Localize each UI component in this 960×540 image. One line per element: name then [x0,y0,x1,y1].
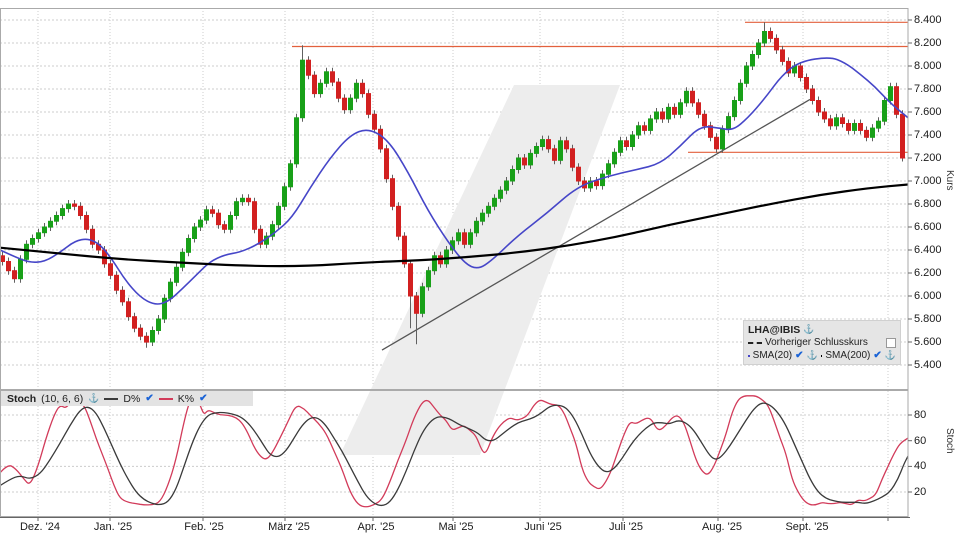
month-label: Apr. '25 [357,521,395,533]
k-line-sample [158,397,173,400]
price-tick-label: 8.400 [914,14,942,26]
stoch-tick-label: 40 [914,460,927,473]
sma200-check-icon[interactable]: ✔ [873,349,882,361]
sma200-label: SMA(200) [825,350,871,361]
month-label: Aug. '25 [701,521,743,533]
d-stoch-line [0,402,909,507]
sma20-label: SMA(20) [752,350,793,361]
price-tick-label: 6.400 [914,244,942,256]
price-tick-label: 8.200 [914,37,942,49]
k-stoch-line [0,395,909,508]
month-label: März '25 [268,521,310,533]
prev-close-checkbox[interactable] [886,337,896,348]
price-tick-label: 6.000 [914,290,942,302]
stoch-title: Stoch [7,392,37,405]
panel-borders [0,8,912,521]
stoch-params: (10, 6, 6) [41,392,84,405]
price-tick-label: 6.200 [914,267,942,279]
sma20-line [0,57,909,305]
prev-close-line-sample [748,341,762,344]
sma200-line [0,183,909,268]
sma200-line-sample [820,354,823,357]
price-tick-label: 7.200 [914,152,942,164]
d-label: D% [123,392,141,405]
sma20-check-icon[interactable]: ✔ [795,349,804,361]
month-label: Juli '25 [609,521,643,533]
price-tick-label: 7.000 [914,175,942,187]
month-label: Jan. '25 [93,521,133,533]
price-tick-label: 6.600 [914,221,942,233]
k-label: K% [177,392,195,405]
k-check-icon[interactable]: ✔ [199,392,208,404]
stoch-legend: Stoch (10, 6, 6) ⚓ D% ✔ K% ✔ [1,391,253,406]
stoch-tick-label: 20 [914,486,927,499]
stoch-tick-label: 80 [914,409,927,422]
month-label: Sept. '25 [785,521,829,533]
candlesticks [0,22,905,348]
price-tick-label: 7.600 [914,106,942,118]
main-legend: LHA@IBIS ⚓ Vorheriger Schlusskurs SMA(20… [743,320,901,365]
price-tick-label: 8.000 [914,60,942,72]
kurs-axis-label: Kurs [944,170,955,191]
month-label: Juni '25 [524,521,562,533]
anchor-icon[interactable]: ⚓ [803,324,815,334]
d-line-sample [104,397,119,400]
month-label: Mai '25 [438,521,474,533]
price-tick-label: 5.600 [914,336,942,348]
price-tick-label: 7.800 [914,83,942,95]
price-tick-label: 5.400 [914,359,942,371]
price-tick-label: 7.400 [914,129,942,141]
month-label: Dez. '24 [19,521,61,533]
month-label: Feb. '25 [184,521,224,533]
anchor-icon[interactable]: ⚓ [884,350,896,360]
price-tick-label: 6.800 [914,198,942,210]
anchor-icon[interactable]: ⚓ [806,350,818,360]
d-check-icon[interactable]: ✔ [145,392,154,404]
sma20-line-sample [748,354,750,357]
prev-close-label: Vorheriger Schlusskurs [765,337,868,348]
anchor-icon[interactable]: ⚓ [88,393,100,403]
stoch-axis-label: Stoch [944,428,955,454]
annotations [292,21,908,351]
price-tick-label: 5.800 [914,313,942,325]
symbol-label: LHA@IBIS [748,323,801,336]
stoch-tick-label: 60 [914,434,927,447]
watermark-slash [340,85,620,455]
